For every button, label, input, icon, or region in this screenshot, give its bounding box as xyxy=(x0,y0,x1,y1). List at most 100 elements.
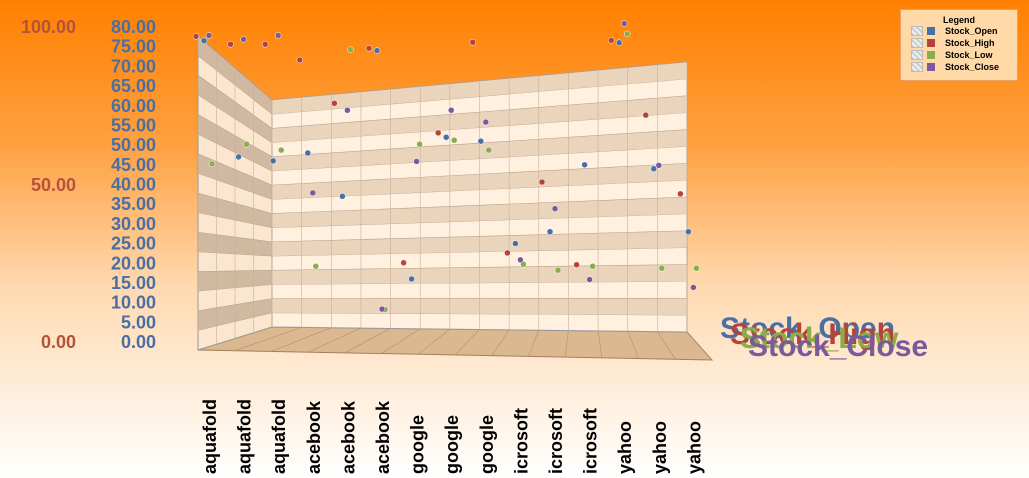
data-point-stock-high xyxy=(538,178,546,186)
x-tick-label: icrosoft xyxy=(581,408,601,474)
data-point-stock-close xyxy=(482,118,490,126)
data-point-stock-open xyxy=(373,47,381,54)
y-right-tick: 45.00 xyxy=(111,155,156,175)
legend-item: Stock_High xyxy=(911,37,1017,49)
floor-grid-line xyxy=(381,328,421,354)
y-right-tick: 55.00 xyxy=(111,115,156,135)
legend-item: Stock_Open xyxy=(911,25,1017,37)
legend-swatch xyxy=(927,51,935,59)
data-point-stock-low xyxy=(554,266,562,274)
data-point-stock-open xyxy=(650,165,658,172)
x-tick-label: icrosoft xyxy=(511,408,531,474)
data-point-stock-open xyxy=(512,240,519,247)
data-point-stock-low xyxy=(520,261,527,268)
y-left-tick: 0.00 xyxy=(41,332,76,352)
data-point-stock-high xyxy=(504,249,511,257)
data-point-stock-low xyxy=(416,140,423,148)
y-right-tick: 15.00 xyxy=(111,273,156,293)
data-point-stock-close xyxy=(690,284,697,291)
depth-label: Stock_High xyxy=(730,318,896,351)
data-point-stock-high xyxy=(261,41,269,48)
legend-pattern xyxy=(911,50,923,60)
data-point-stock-close xyxy=(620,20,628,27)
data-point-stock-high xyxy=(365,44,373,52)
legend-swatch xyxy=(927,39,935,47)
y-right-tick: 30.00 xyxy=(111,214,156,234)
data-point-stock-high xyxy=(469,39,477,46)
data-point-stock-low xyxy=(589,263,596,270)
x-tick-label: yahoo xyxy=(615,421,635,474)
depth-label: Stock_Close xyxy=(748,330,929,363)
y-right-tick: 20.00 xyxy=(111,253,156,273)
data-point-stock-open xyxy=(235,153,242,161)
chart-walls xyxy=(197,34,714,361)
legend-pattern xyxy=(911,38,923,48)
floor-grid-line xyxy=(564,330,569,358)
y-right-tick: 25.00 xyxy=(111,234,156,254)
floor-grid-line xyxy=(627,331,639,359)
data-point-stock-low xyxy=(312,263,320,270)
data-point-stock-open xyxy=(477,137,485,145)
floor-grid-line xyxy=(528,330,540,357)
data-point-stock-low xyxy=(693,264,700,272)
data-point-stock-low xyxy=(658,264,666,272)
x-axis-labels: aquafold aquafold aquafold acebook acebook ac… xyxy=(200,399,704,474)
data-point-stock-low xyxy=(485,146,493,154)
legend-label: Stock_Low xyxy=(945,50,993,60)
y-axis-left: 100.00 50.00 0.00 xyxy=(21,17,76,352)
x-tick-label: aquafold xyxy=(200,399,220,474)
y-right-tick: 0.00 xyxy=(121,332,156,352)
floor-grid-line xyxy=(454,329,480,356)
y-right-tick: 65.00 xyxy=(111,76,156,96)
depth-label: Stock_Low xyxy=(740,322,899,355)
legend-item: Stock_Close xyxy=(911,61,1017,73)
data-point-stock-high xyxy=(677,190,684,198)
data-point-stock-high xyxy=(227,41,234,48)
x-tick-label: yahoo xyxy=(684,421,704,474)
legend-swatch xyxy=(927,27,935,35)
data-point-stock-open xyxy=(269,157,277,165)
data-point-stock-close xyxy=(240,36,247,43)
data-point-stock-open xyxy=(685,228,692,235)
data-point-stock-close xyxy=(309,189,317,197)
data-point-stock-close xyxy=(655,162,663,169)
floor-grid-line xyxy=(271,327,332,352)
y-right-tick: 80.00 xyxy=(111,17,156,37)
legend-label: Stock_Open xyxy=(945,26,998,36)
data-point-stock-close xyxy=(586,276,593,283)
data-point-stock-high xyxy=(642,111,650,119)
chart-floor xyxy=(197,326,714,361)
y-right-tick: 35.00 xyxy=(111,194,156,214)
data-point-stock-close xyxy=(344,107,351,114)
x-tick-label: acebook xyxy=(304,400,324,474)
y-left-tick: 50.00 xyxy=(31,175,76,195)
legend-item: Stock_Low xyxy=(911,49,1017,61)
data-point-stock-open xyxy=(200,37,208,45)
data-point-stock-low xyxy=(347,46,354,53)
data-point-stock-high xyxy=(400,259,407,267)
data-points xyxy=(192,20,700,313)
data-point-stock-low xyxy=(208,160,216,168)
x-tick-label: google xyxy=(442,415,462,474)
y-right-tick: 50.00 xyxy=(111,135,156,155)
x-tick-label: aquafold xyxy=(235,399,255,474)
data-point-stock-high xyxy=(434,129,442,137)
x-tick-label: google xyxy=(477,415,497,474)
y-axis-right: 80.0075.0070.0065.0060.0055.0050.0045.00… xyxy=(111,17,156,352)
floor-grid-line xyxy=(234,327,302,351)
data-point-stock-close xyxy=(517,256,524,264)
data-point-stock-open xyxy=(408,275,415,283)
data-point-stock-close xyxy=(551,205,559,212)
data-point-stock-low xyxy=(623,30,631,38)
x-tick-label: acebook xyxy=(373,400,393,474)
data-point-stock-low xyxy=(277,146,285,154)
legend-pattern xyxy=(911,26,923,36)
x-tick-label: acebook xyxy=(338,400,358,474)
data-point-stock-high xyxy=(192,33,200,40)
data-point-stock-close xyxy=(413,158,420,165)
data-point-stock-low xyxy=(450,137,458,144)
data-point-stock-high xyxy=(331,100,338,107)
data-point-stock-close xyxy=(274,32,282,39)
data-point-stock-close xyxy=(378,305,386,313)
floor-grid-line xyxy=(686,331,713,361)
